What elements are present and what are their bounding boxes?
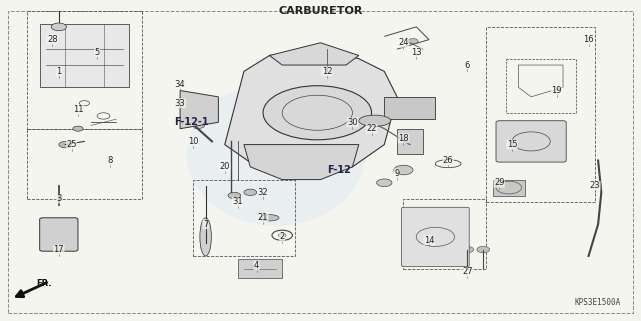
- Circle shape: [73, 126, 83, 131]
- Polygon shape: [493, 179, 525, 195]
- Polygon shape: [238, 259, 282, 278]
- Text: 29: 29: [494, 178, 504, 187]
- Text: CARBURETOR: CARBURETOR: [278, 6, 363, 16]
- Text: 17: 17: [53, 245, 64, 254]
- Text: 23: 23: [590, 181, 600, 190]
- Circle shape: [394, 165, 413, 175]
- Text: 10: 10: [188, 137, 198, 146]
- Text: 20: 20: [219, 162, 230, 171]
- Polygon shape: [180, 91, 219, 129]
- Polygon shape: [269, 43, 359, 65]
- Text: 9: 9: [394, 169, 400, 178]
- Text: 22: 22: [366, 124, 377, 133]
- Circle shape: [59, 142, 72, 148]
- Circle shape: [408, 39, 418, 44]
- Text: 1: 1: [56, 67, 62, 76]
- Text: 4: 4: [254, 261, 260, 270]
- Text: F-12: F-12: [327, 165, 351, 175]
- Text: 19: 19: [551, 86, 562, 95]
- Text: 7: 7: [203, 220, 208, 229]
- Circle shape: [477, 247, 490, 253]
- Text: 21: 21: [258, 213, 269, 222]
- Circle shape: [377, 179, 392, 187]
- Text: 18: 18: [398, 134, 409, 143]
- Ellipse shape: [187, 82, 365, 226]
- Text: 2: 2: [279, 232, 285, 241]
- Text: KPS3E1500A: KPS3E1500A: [574, 298, 620, 307]
- Polygon shape: [40, 24, 129, 87]
- Text: 14: 14: [424, 236, 434, 245]
- Polygon shape: [397, 129, 422, 154]
- Text: 5: 5: [94, 48, 100, 57]
- Text: 31: 31: [232, 197, 243, 206]
- Ellipse shape: [260, 215, 279, 221]
- FancyBboxPatch shape: [40, 218, 78, 251]
- Circle shape: [51, 23, 67, 31]
- FancyBboxPatch shape: [496, 121, 566, 162]
- Text: 6: 6: [465, 61, 470, 70]
- Text: 3: 3: [56, 194, 62, 203]
- Text: 32: 32: [258, 188, 269, 197]
- Text: 13: 13: [411, 48, 422, 57]
- Polygon shape: [225, 49, 397, 173]
- Circle shape: [244, 189, 256, 195]
- Text: 25: 25: [66, 140, 77, 149]
- Polygon shape: [385, 97, 435, 119]
- Ellipse shape: [359, 115, 391, 126]
- Polygon shape: [244, 144, 359, 179]
- FancyBboxPatch shape: [401, 207, 469, 266]
- Circle shape: [263, 86, 372, 140]
- Text: 11: 11: [72, 105, 83, 114]
- Text: 34: 34: [175, 80, 185, 89]
- Text: 24: 24: [398, 38, 409, 47]
- Text: F-12-1: F-12-1: [174, 117, 208, 127]
- Text: 15: 15: [507, 140, 517, 149]
- Text: 26: 26: [443, 156, 453, 165]
- Text: 33: 33: [175, 99, 185, 108]
- Ellipse shape: [200, 218, 212, 256]
- Text: 30: 30: [347, 118, 358, 127]
- Circle shape: [278, 233, 286, 237]
- Text: 12: 12: [322, 67, 332, 76]
- Circle shape: [461, 247, 474, 253]
- Text: 16: 16: [583, 35, 594, 44]
- Circle shape: [228, 192, 241, 199]
- Ellipse shape: [194, 124, 204, 129]
- Text: 27: 27: [462, 267, 472, 276]
- Text: 8: 8: [107, 156, 113, 165]
- Text: FR.: FR.: [37, 279, 52, 288]
- Text: 28: 28: [47, 35, 58, 44]
